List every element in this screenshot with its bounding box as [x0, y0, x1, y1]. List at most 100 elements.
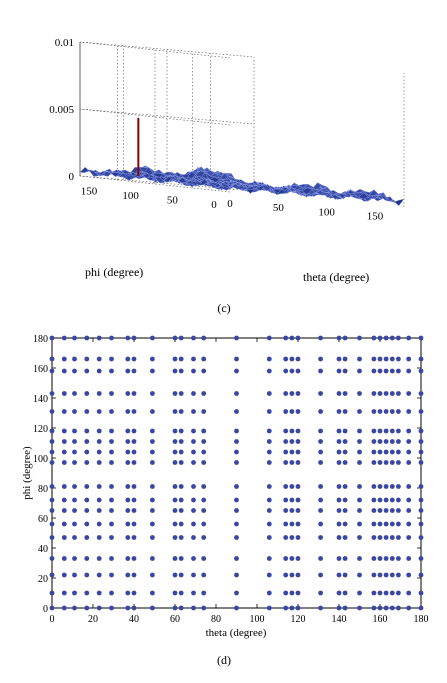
- scatter-point: [389, 449, 395, 455]
- scatter-point: [61, 508, 67, 513]
- scatter-point: [125, 497, 131, 503]
- scatter-point: [131, 535, 137, 540]
- scatter-point: [377, 521, 383, 527]
- scatter-point: [201, 368, 207, 374]
- scatter-point: [96, 409, 102, 414]
- scatter-point: [318, 556, 323, 561]
- scatter-point: [295, 572, 301, 578]
- scatter-point: [357, 460, 362, 465]
- scatter-point: [178, 535, 184, 540]
- scatter-point: [96, 449, 102, 455]
- scatter-point: [84, 590, 90, 596]
- surface-x-tick: 0: [227, 198, 233, 210]
- scatter-point: [172, 428, 178, 434]
- scatter-point: [371, 535, 377, 540]
- scatter-point: [109, 556, 114, 561]
- scatter-point: [406, 356, 412, 362]
- scatter-point: [178, 508, 184, 513]
- scatter-point: [418, 556, 424, 561]
- scatter-point: [201, 428, 207, 434]
- scatter-point: [49, 590, 55, 596]
- scatter-point: [72, 391, 77, 396]
- scatter-y-tick-label: 20: [38, 574, 48, 585]
- scatter-point: [96, 484, 102, 489]
- scatter-point: [191, 572, 196, 578]
- scatter-point: [357, 497, 362, 503]
- scatter-point: [49, 356, 55, 362]
- scatter-point: [131, 590, 137, 596]
- scatter-point: [84, 521, 90, 527]
- scatter-point: [178, 428, 184, 434]
- scatter-point: [357, 428, 362, 434]
- scatter-point: [234, 521, 239, 527]
- scatter-point: [178, 460, 184, 465]
- scatter-point: [191, 605, 196, 611]
- scatter-point: [383, 356, 389, 362]
- scatter-point: [266, 428, 272, 434]
- scatter-point: [377, 335, 383, 341]
- scatter-point: [84, 391, 90, 396]
- scatter-point: [283, 368, 289, 374]
- scatter-ticks: 0 20 40 60 80 100 120 140 160 180 0 20 40 60 80 100 120 1…: [33, 334, 429, 625]
- scatter-point: [383, 335, 389, 341]
- scatter-point: [61, 391, 67, 396]
- scatter-point: [125, 605, 131, 611]
- scatter-point: [49, 508, 55, 513]
- scatter-point: [172, 368, 178, 374]
- scatter-point: [49, 605, 55, 611]
- scatter-point: [295, 439, 301, 444]
- surface-plot-grid: [79, 41, 405, 207]
- scatter-point: [61, 484, 67, 489]
- scatter-point: [131, 439, 137, 444]
- scatter-point: [389, 409, 395, 414]
- scatter-point: [96, 497, 102, 503]
- scatter-point: [406, 590, 412, 596]
- surface-y-tick: 0: [211, 199, 217, 211]
- scatter-point: [109, 497, 114, 503]
- scatter-point: [396, 572, 401, 578]
- scatter-point: [96, 335, 102, 341]
- scatter-point: [357, 508, 362, 513]
- scatter-point: [191, 439, 196, 444]
- scatter-point: [406, 484, 412, 489]
- scatter-y-tick-label: 140: [33, 394, 48, 405]
- scatter-point: [131, 449, 137, 455]
- scatter-point: [61, 428, 67, 434]
- scatter-y-tick-label: 60: [38, 514, 48, 525]
- scatter-point: [336, 556, 342, 561]
- scatter-point: [84, 368, 90, 374]
- scatter-point: [150, 497, 155, 503]
- scatter-point: [289, 535, 295, 540]
- scatter-point: [342, 439, 348, 444]
- scatter-point: [172, 449, 178, 455]
- scatter-point: [357, 368, 362, 374]
- surface-y-tick: 150: [81, 186, 98, 198]
- scatter-point: [125, 484, 131, 489]
- scatter-point: [49, 497, 55, 503]
- scatter-x-tick-label: 40: [129, 614, 139, 625]
- scatter-point: [318, 356, 323, 362]
- scatter-x-tick-label: 160: [373, 614, 388, 625]
- scatter-point: [342, 460, 348, 465]
- scatter-point: [125, 391, 131, 396]
- scatter-point: [84, 605, 90, 611]
- scatter-point: [266, 391, 272, 396]
- scatter-point: [318, 460, 323, 465]
- scatter-point: [201, 439, 207, 444]
- scatter-x-tick-label: 100: [250, 614, 265, 625]
- scatter-x-tick-label: 60: [170, 614, 180, 625]
- scatter-point: [377, 605, 383, 611]
- scatter-point: [178, 521, 184, 527]
- scatter-point: [289, 439, 295, 444]
- scatter-point: [289, 409, 295, 414]
- scatter-point: [125, 572, 131, 578]
- scatter-point: [318, 335, 323, 341]
- scatter-point: [191, 449, 196, 455]
- scatter-point: [396, 356, 401, 362]
- scatter-point: [418, 521, 424, 527]
- scatter-point: [266, 335, 272, 341]
- scatter-x-tick-label: 20: [88, 614, 98, 625]
- scatter-point: [178, 590, 184, 596]
- scatter-point: [84, 497, 90, 503]
- scatter-point: [234, 449, 239, 455]
